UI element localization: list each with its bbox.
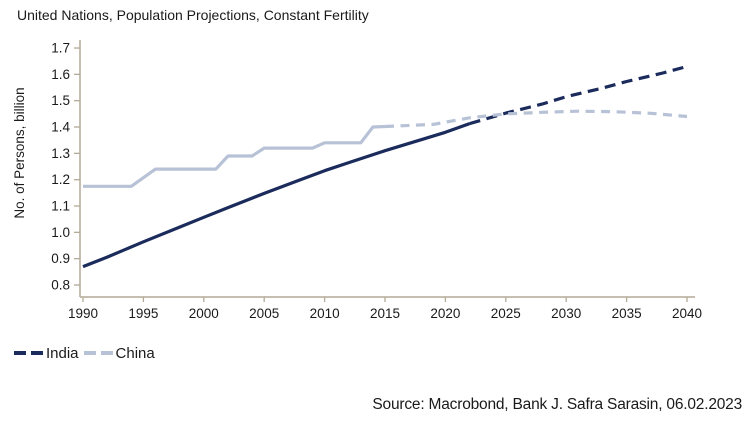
- population-projection-chart: No. of Persons, billion 0.8 0.9 1.0 1.1 1.2 1…: [12, 40, 702, 321]
- x-tick-label: 1995: [128, 306, 158, 321]
- x-tick-label: 2005: [249, 306, 279, 321]
- legend-item-china: China: [83, 344, 155, 362]
- chart-axes: 0.8 0.9 1.0 1.1 1.2 1.3 1.4 1.5 1.6 1.7 1990 1995 20…: [51, 40, 702, 321]
- china-series-dashed: [384, 109, 688, 129]
- y-tick-label: 0.8: [51, 278, 70, 293]
- x-tick-label: 2020: [430, 306, 460, 321]
- y-axis-label: No. of Persons, billion: [12, 87, 27, 218]
- y-tick-label: 1.5: [51, 93, 70, 108]
- x-tick-label: 2040: [672, 306, 702, 321]
- china-line-swatch-icon: [83, 351, 114, 355]
- india-line-swatch-icon: [14, 351, 44, 355]
- y-tick-label: 0.9: [51, 251, 70, 266]
- y-tick-label: 1.7: [51, 41, 70, 56]
- source-caption: Source: Macrobond, Bank J. Safra Sarasin…: [372, 396, 742, 413]
- india-series-solid: [82, 122, 471, 269]
- india-series-dashed: [469, 64, 688, 126]
- y-tick-label: 1.3: [51, 146, 70, 161]
- y-tick-label: 1.2: [51, 172, 70, 187]
- chart-series: [82, 64, 688, 269]
- legend-item-india: India: [14, 345, 79, 362]
- x-tick-label: 2030: [551, 306, 581, 321]
- chart-legend: India China: [14, 344, 160, 362]
- x-tick-label: 2015: [370, 306, 400, 321]
- x-tick-label: 2035: [612, 306, 642, 321]
- x-tick-label: 2010: [310, 306, 340, 321]
- y-tick-label: 1.4: [51, 120, 70, 135]
- y-tick-label: 1.0: [51, 225, 70, 240]
- x-tick-label: 2000: [189, 306, 219, 321]
- legend-label-india: India: [46, 344, 79, 362]
- y-tick-label: 1.6: [51, 67, 70, 82]
- chart-title: United Nations, Population Projections, …: [17, 7, 369, 23]
- y-tick-label: 1.1: [51, 199, 70, 214]
- x-tick-label: 2025: [491, 306, 521, 321]
- x-tick-label: 1990: [68, 306, 98, 321]
- china-series-solid: [83, 124, 386, 188]
- legend-label-china: China: [115, 344, 155, 362]
